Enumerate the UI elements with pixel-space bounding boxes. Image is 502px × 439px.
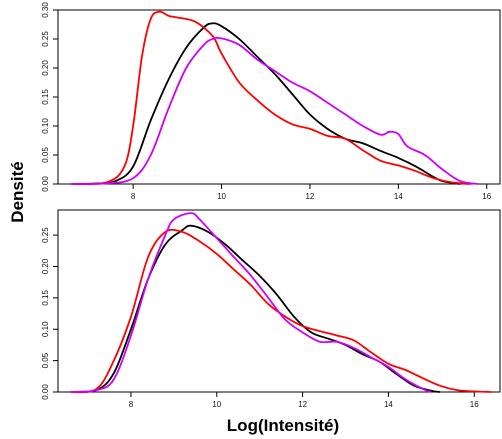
y-tick-label: 0.15 <box>41 290 50 306</box>
y-tick-label: 0.30 <box>41 2 50 18</box>
density-curve-0 <box>70 224 441 394</box>
y-tick-label: 0.25 <box>41 31 50 47</box>
x-tick-label: 14 <box>384 400 393 409</box>
y-tick-label: 0.10 <box>41 321 50 337</box>
x-tick-label: 8 <box>129 400 134 409</box>
y-tick-label: 0.00 <box>41 176 50 192</box>
x-tick-label: 16 <box>470 400 479 409</box>
x-tick-label: 12 <box>305 192 314 201</box>
density-curve-2 <box>70 212 432 393</box>
bottom-density-panel: 8 10 12 14 16 0.00 0.05 0.10 0.15 0.20 0.25 <box>41 209 501 409</box>
y-tick-label: 0.20 <box>41 258 50 274</box>
x-tick-label: 16 <box>482 192 491 201</box>
top-density-panel: 8 10 12 14 16 0.00 0.05 0.10 0.15 0.20 0.25 0.30 <box>41 2 501 201</box>
y-axis-title: Densité <box>8 161 27 222</box>
y-tick-label: 0.20 <box>41 60 50 76</box>
density-curve-0 <box>71 22 461 185</box>
x-tick-label: 10 <box>217 192 226 201</box>
plot-frame <box>57 9 501 185</box>
y-tick-label: 0.05 <box>41 352 50 368</box>
y-tick-label: 0.25 <box>41 227 50 243</box>
y-tick-label: 0.05 <box>41 147 50 163</box>
density-curve-2 <box>71 37 479 185</box>
x-tick-label: 10 <box>212 400 221 409</box>
x-tick-label: 12 <box>298 400 307 409</box>
x-axis-title: Log(Intensité) <box>227 416 339 435</box>
y-tick-label: 0.00 <box>41 384 50 400</box>
y-tick-label: 0.15 <box>41 89 50 105</box>
x-tick-label: 14 <box>394 192 403 201</box>
y-tick-label: 0.10 <box>41 118 50 134</box>
density-curve-1 <box>71 10 470 186</box>
density-curve-1 <box>70 228 492 394</box>
x-tick-label: 8 <box>131 192 136 201</box>
plot-frame <box>57 209 501 393</box>
